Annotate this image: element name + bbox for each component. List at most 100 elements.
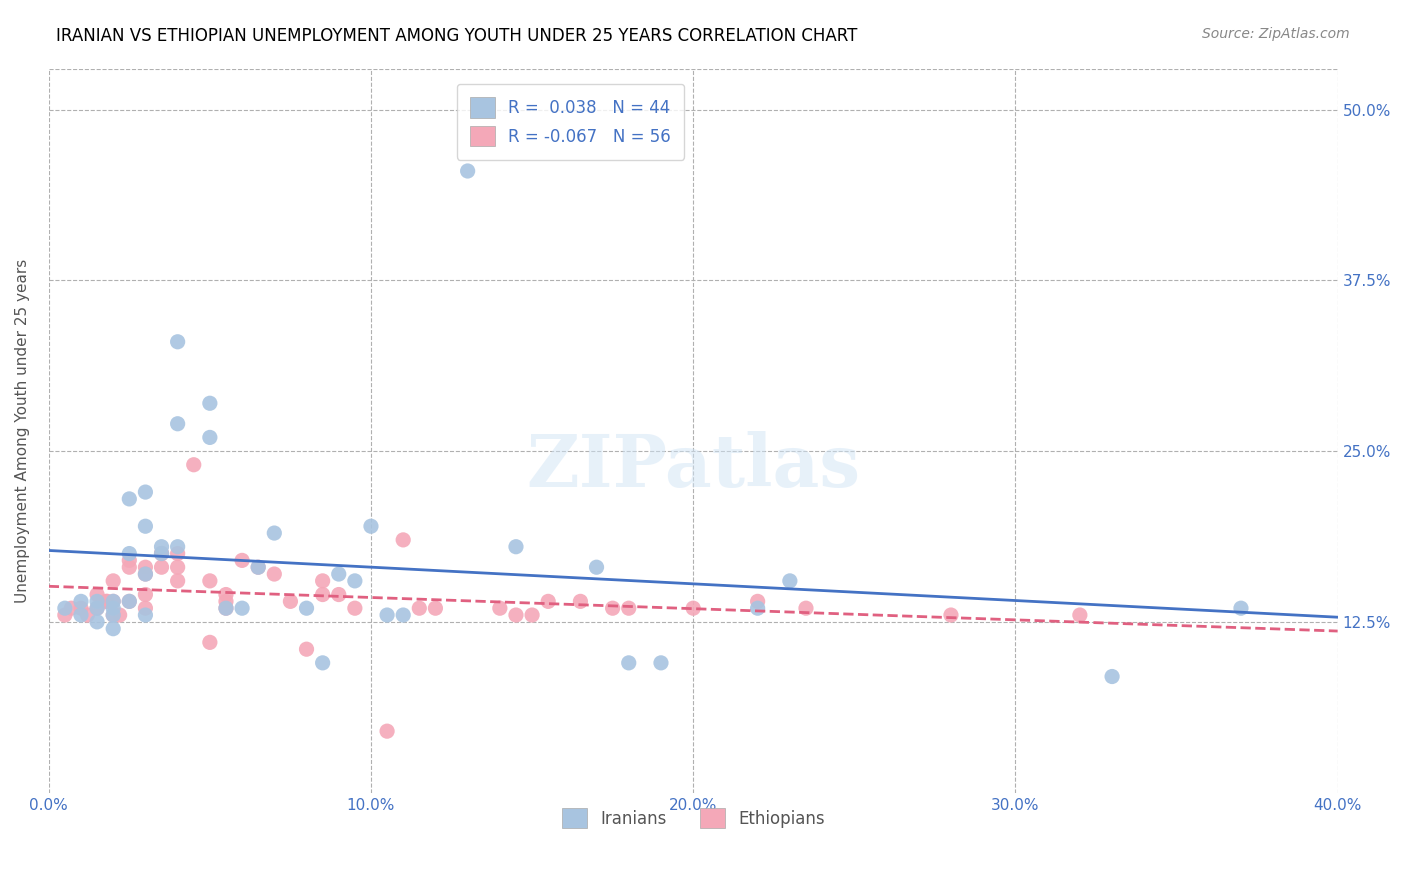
- Point: [1069, 608, 1091, 623]
- Point: [103, 574, 125, 588]
- Point: [747, 601, 769, 615]
- Point: [311, 656, 333, 670]
- Point: [537, 594, 560, 608]
- Point: [118, 594, 141, 608]
- Point: [328, 588, 350, 602]
- Text: ZIPatlas: ZIPatlas: [526, 432, 860, 502]
- Point: [215, 601, 238, 615]
- Point: [183, 458, 205, 472]
- Point: [489, 601, 512, 615]
- Point: [166, 540, 188, 554]
- Point: [86, 601, 108, 615]
- Point: [86, 588, 108, 602]
- Point: [103, 608, 125, 623]
- Point: [779, 574, 801, 588]
- Point: [53, 601, 76, 615]
- Point: [86, 594, 108, 608]
- Point: [198, 635, 221, 649]
- Point: [118, 491, 141, 506]
- Point: [392, 608, 415, 623]
- Point: [166, 334, 188, 349]
- Point: [1101, 669, 1123, 683]
- Legend: Iranians, Ethiopians: Iranians, Ethiopians: [555, 801, 831, 835]
- Point: [602, 601, 624, 615]
- Point: [295, 642, 318, 657]
- Point: [150, 560, 173, 574]
- Point: [70, 608, 93, 623]
- Point: [280, 594, 302, 608]
- Point: [134, 567, 156, 582]
- Point: [263, 567, 285, 582]
- Point: [231, 601, 253, 615]
- Point: [103, 608, 125, 623]
- Point: [311, 588, 333, 602]
- Point: [134, 567, 156, 582]
- Point: [247, 560, 270, 574]
- Point: [794, 601, 817, 615]
- Point: [215, 594, 238, 608]
- Point: [150, 547, 173, 561]
- Point: [263, 526, 285, 541]
- Point: [103, 594, 125, 608]
- Point: [108, 608, 131, 623]
- Point: [134, 601, 156, 615]
- Point: [166, 547, 188, 561]
- Point: [118, 553, 141, 567]
- Point: [118, 560, 141, 574]
- Point: [360, 519, 382, 533]
- Point: [375, 608, 398, 623]
- Point: [166, 574, 188, 588]
- Text: IRANIAN VS ETHIOPIAN UNEMPLOYMENT AMONG YOUTH UNDER 25 YEARS CORRELATION CHART: IRANIAN VS ETHIOPIAN UNEMPLOYMENT AMONG …: [56, 27, 858, 45]
- Point: [1230, 601, 1253, 615]
- Point: [328, 567, 350, 582]
- Point: [134, 519, 156, 533]
- Point: [96, 594, 118, 608]
- Point: [103, 601, 125, 615]
- Point: [118, 594, 141, 608]
- Point: [650, 656, 672, 670]
- Point: [311, 574, 333, 588]
- Point: [103, 622, 125, 636]
- Point: [247, 560, 270, 574]
- Point: [505, 540, 527, 554]
- Point: [70, 601, 93, 615]
- Point: [150, 547, 173, 561]
- Point: [747, 594, 769, 608]
- Point: [134, 560, 156, 574]
- Point: [520, 608, 543, 623]
- Point: [150, 547, 173, 561]
- Point: [166, 417, 188, 431]
- Point: [70, 594, 93, 608]
- Point: [375, 724, 398, 739]
- Point: [682, 601, 704, 615]
- Point: [86, 601, 108, 615]
- Point: [408, 601, 430, 615]
- Point: [103, 594, 125, 608]
- Point: [343, 601, 366, 615]
- Point: [215, 601, 238, 615]
- Point: [617, 656, 640, 670]
- Point: [134, 608, 156, 623]
- Y-axis label: Unemployment Among Youth under 25 years: Unemployment Among Youth under 25 years: [15, 259, 30, 603]
- Point: [96, 594, 118, 608]
- Point: [569, 594, 592, 608]
- Point: [53, 608, 76, 623]
- Point: [198, 430, 221, 444]
- Point: [166, 560, 188, 574]
- Point: [118, 547, 141, 561]
- Point: [939, 608, 962, 623]
- Point: [457, 164, 479, 178]
- Point: [198, 574, 221, 588]
- Point: [86, 615, 108, 629]
- Text: Source: ZipAtlas.com: Source: ZipAtlas.com: [1202, 27, 1350, 41]
- Point: [215, 588, 238, 602]
- Point: [150, 540, 173, 554]
- Point: [295, 601, 318, 615]
- Point: [392, 533, 415, 547]
- Point: [198, 396, 221, 410]
- Point: [231, 553, 253, 567]
- Point: [343, 574, 366, 588]
- Point: [134, 485, 156, 500]
- Point: [425, 601, 447, 615]
- Point: [60, 601, 83, 615]
